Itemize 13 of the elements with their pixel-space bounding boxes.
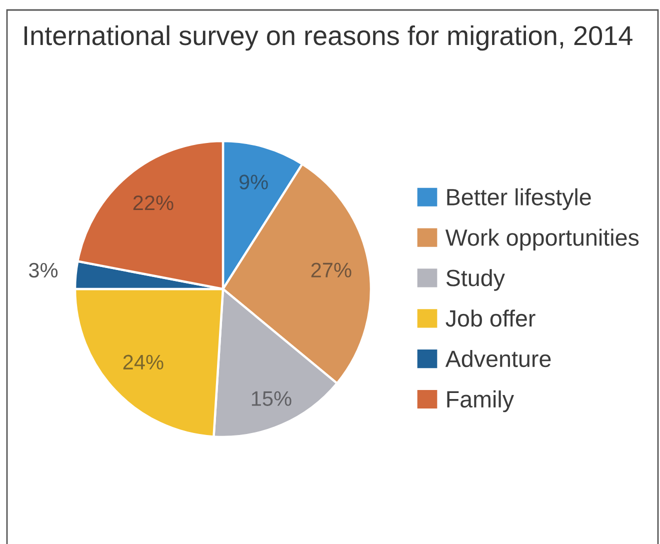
data-label: 22% (133, 195, 174, 210)
legend-label: Work opportunities (445, 228, 639, 250)
data-label: 9% (239, 174, 268, 190)
legend-label: Better lifestyle (447, 188, 591, 210)
legend-label: Study (446, 269, 505, 291)
data-label: 15% (252, 391, 292, 406)
chart-title: International survey on reasons for migration, 2014 (24, 25, 632, 51)
legend-label: Family (447, 390, 514, 412)
data-label: 24% (123, 354, 164, 370)
legend-label: Adventure (445, 350, 551, 368)
data-label: 27% (311, 262, 352, 278)
legend-label: Job offer (446, 310, 536, 327)
data-label: 3% (28, 262, 58, 278)
